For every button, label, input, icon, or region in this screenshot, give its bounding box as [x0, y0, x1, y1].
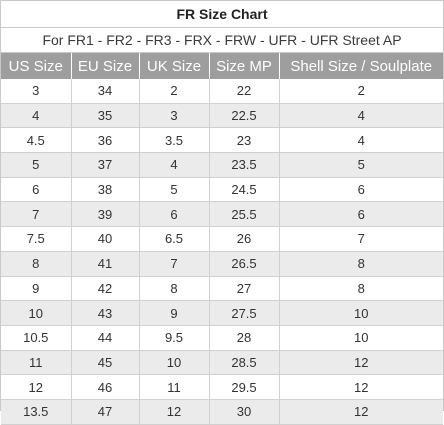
us-size-cell: 4 [1, 103, 72, 129]
table-row: 13.5 47 12 30 12 [1, 399, 443, 425]
eu-size-cell: 46 [71, 374, 140, 400]
size-mp-cell: 29.5 [209, 374, 280, 400]
chart-title: FR Size Chart [1, 1, 443, 28]
size-table: US Size EU Size UK Size Size MP Shell Si… [1, 53, 443, 425]
shell-size-cell: 4 [279, 127, 443, 154]
uk-size-cell: 6.5 [139, 226, 210, 252]
us-size-cell: 13.5 [1, 399, 72, 425]
shell-size-cell: 12 [279, 374, 443, 400]
us-size-cell: 7 [1, 201, 72, 228]
table-row: 4.5 36 3.5 23 4 [1, 127, 443, 154]
size-mp-cell: 28.5 [209, 350, 280, 376]
column-header-uk-size: UK Size [139, 53, 210, 79]
shell-size-cell: 5 [279, 152, 443, 178]
column-header-us-size: US Size [1, 53, 72, 79]
size-mp-cell: 26 [209, 226, 280, 252]
eu-size-cell: 40 [71, 226, 140, 252]
shell-size-cell: 2 [279, 79, 443, 104]
eu-size-cell: 38 [71, 177, 140, 203]
table-row: 10 43 9 27.5 10 [1, 300, 443, 326]
table-row: 3 34 2 22 2 [1, 79, 443, 104]
us-size-cell: 11 [1, 350, 72, 376]
column-header-shell-size: Shell Size / Soulplate [279, 53, 443, 79]
column-header-eu-size: EU Size [71, 53, 140, 79]
eu-size-cell: 42 [71, 276, 140, 302]
us-size-cell: 5 [1, 152, 72, 178]
shell-size-cell: 10 [279, 300, 443, 326]
shell-size-cell: 7 [279, 226, 443, 252]
eu-size-cell: 47 [71, 399, 140, 425]
size-mp-cell: 24.5 [209, 177, 280, 203]
us-size-cell: 12 [1, 374, 72, 400]
eu-size-cell: 37 [71, 152, 140, 178]
shell-size-cell: 8 [279, 251, 443, 277]
table-row: 4 35 3 22.5 4 [1, 103, 443, 129]
us-size-cell: 7.5 [1, 226, 72, 252]
column-header-size-mp: Size MP [209, 53, 280, 79]
shell-size-cell: 6 [279, 201, 443, 228]
size-mp-cell: 25.5 [209, 201, 280, 228]
us-size-cell: 8 [1, 251, 72, 277]
eu-size-cell: 35 [71, 103, 140, 129]
table-row: 10.5 44 9.5 28 10 [1, 325, 443, 351]
table-row: 6 38 5 24.5 6 [1, 177, 443, 203]
uk-size-cell: 6 [139, 201, 210, 228]
table-row: 9 42 8 27 8 [1, 276, 443, 302]
us-size-cell: 9 [1, 276, 72, 302]
us-size-cell: 10.5 [1, 325, 72, 351]
us-size-cell: 6 [1, 177, 72, 203]
table-row: 5 37 4 23.5 5 [1, 152, 443, 178]
uk-size-cell: 5 [139, 177, 210, 203]
size-mp-cell: 30 [209, 399, 280, 425]
uk-size-cell: 2 [139, 79, 210, 104]
shell-size-cell: 8 [279, 276, 443, 302]
eu-size-cell: 36 [71, 127, 140, 154]
table-row: 7.5 40 6.5 26 7 [1, 226, 443, 252]
chart-subtitle: For FR1 - FR2 - FR3 - FRX - FRW - UFR - … [1, 28, 443, 53]
size-mp-cell: 28 [209, 325, 280, 351]
uk-size-cell: 9.5 [139, 325, 210, 351]
shell-size-cell: 12 [279, 399, 443, 425]
table-row: 12 46 11 29.5 12 [1, 374, 443, 400]
table-row: 8 41 7 26.5 8 [1, 251, 443, 277]
uk-size-cell: 8 [139, 276, 210, 302]
size-mp-cell: 27.5 [209, 300, 280, 326]
table-body: 3 34 2 22 2 4 35 3 22.5 4 4.5 36 3.5 23 4 5 37 4 23.5 5 6 38 5… [1, 79, 443, 425]
size-mp-cell: 23.5 [209, 152, 280, 178]
uk-size-cell: 7 [139, 251, 210, 277]
eu-size-cell: 43 [71, 300, 140, 326]
size-mp-cell: 27 [209, 276, 280, 302]
size-mp-cell: 26.5 [209, 251, 280, 277]
uk-size-cell: 3 [139, 103, 210, 129]
size-mp-cell: 22 [209, 79, 280, 104]
table-row: 11 45 10 28.5 12 [1, 350, 443, 376]
eu-size-cell: 34 [71, 79, 140, 104]
us-size-cell: 10 [1, 300, 72, 326]
uk-size-cell: 3.5 [139, 127, 210, 154]
eu-size-cell: 45 [71, 350, 140, 376]
us-size-cell: 4.5 [1, 127, 72, 154]
shell-size-cell: 10 [279, 325, 443, 351]
uk-size-cell: 9 [139, 300, 210, 326]
shell-size-cell: 12 [279, 350, 443, 376]
us-size-cell: 3 [1, 79, 72, 104]
eu-size-cell: 44 [71, 325, 140, 351]
header-row: US Size EU Size UK Size Size MP Shell Si… [1, 53, 443, 79]
shell-size-cell: 4 [279, 103, 443, 129]
uk-size-cell: 11 [139, 374, 210, 400]
size-mp-cell: 23 [209, 127, 280, 154]
eu-size-cell: 39 [71, 201, 140, 228]
shell-size-cell: 6 [279, 177, 443, 203]
table-row: 7 39 6 25.5 6 [1, 201, 443, 228]
uk-size-cell: 10 [139, 350, 210, 376]
uk-size-cell: 12 [139, 399, 210, 425]
size-mp-cell: 22.5 [209, 103, 280, 129]
eu-size-cell: 41 [71, 251, 140, 277]
uk-size-cell: 4 [139, 152, 210, 178]
